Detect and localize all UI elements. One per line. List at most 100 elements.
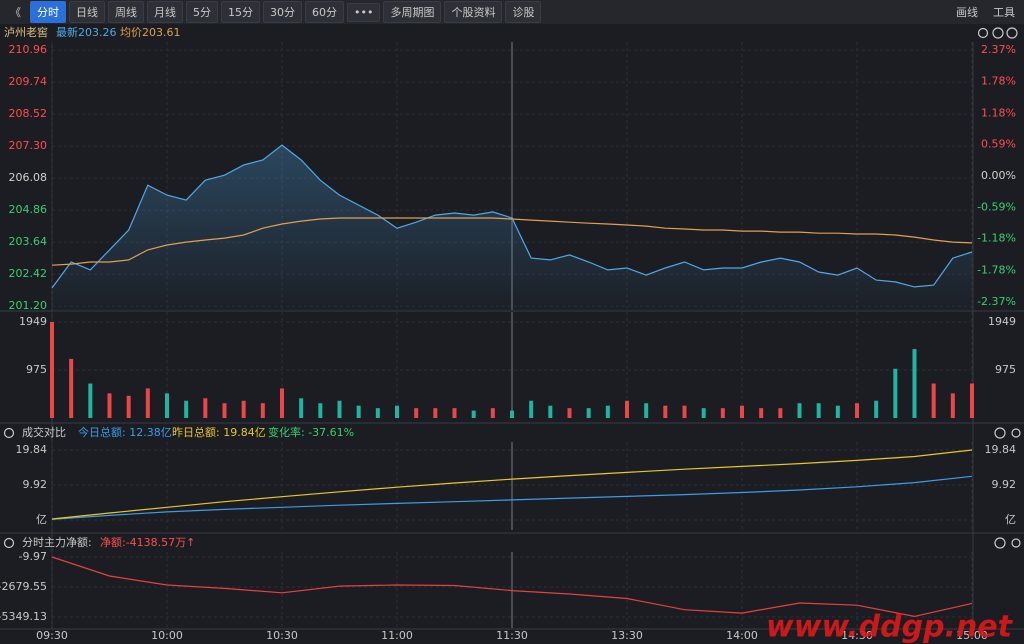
y-tick-label-right: 975	[995, 363, 1016, 376]
y-tick-label: 204.86	[9, 203, 48, 216]
toolbar-tab[interactable]: 30分	[263, 1, 302, 23]
volume-bar	[260, 403, 265, 418]
x-tick-label: 13:30	[611, 629, 643, 642]
toolbar-tab[interactable]: 日线	[69, 1, 105, 23]
panel-annotation: 变化率: -37.61%	[268, 425, 354, 439]
y-tick-label: 206.08	[9, 171, 48, 184]
y-tick-label: 208.52	[9, 107, 48, 120]
volume-bar	[778, 408, 783, 418]
volume-bar	[184, 400, 189, 418]
toolbar-tab[interactable]: 周线	[108, 1, 144, 23]
volume-bar	[356, 405, 361, 418]
volume-bar	[145, 388, 150, 418]
y-tick-label: -9.97	[19, 550, 47, 563]
toolbar-tab[interactable]: •••	[347, 2, 381, 22]
panel-annotation: 今日总额: 12.38亿	[78, 425, 172, 439]
toolbar-tool[interactable]: 工具	[993, 6, 1015, 19]
x-tick-label: 10:00	[151, 629, 183, 642]
price-area	[52, 145, 972, 310]
series-line	[51, 556, 973, 618]
toolbar-tab[interactable]: 分时	[30, 1, 66, 23]
volume-bar	[548, 405, 553, 418]
y2-tick-label: 1.18%	[981, 106, 1016, 119]
volume-bar	[950, 393, 955, 418]
volume-bar	[605, 405, 610, 418]
toolbar-tab[interactable]: 月线	[147, 1, 183, 23]
y2-tick-label: 2.37%	[981, 43, 1016, 56]
panel-title: 成交对比	[22, 425, 66, 439]
volume-bar	[299, 398, 304, 418]
y-tick-label-right: 19.84	[985, 443, 1017, 456]
toolbar-tab[interactable]: 60分	[305, 1, 344, 23]
y-tick-label: 207.30	[9, 139, 48, 152]
toolbar-tool[interactable]: 画线	[956, 6, 978, 19]
watermark: www.ddgp.net	[766, 610, 1014, 644]
series-line	[51, 217, 973, 266]
volume-bar	[586, 408, 591, 418]
y2-tick-label: 0.00%	[981, 169, 1016, 182]
y2-tick-label: -1.78%	[977, 264, 1016, 277]
y-tick-label: 9.92	[23, 478, 48, 491]
toolbar-tab[interactable]: 多周期图	[383, 1, 442, 23]
back-button[interactable]: 《	[10, 6, 21, 19]
volume-bar	[375, 408, 380, 418]
volume-bar	[222, 403, 227, 418]
volume-bar	[165, 393, 169, 418]
y-tick-label: 19.84	[16, 443, 48, 456]
volume-bar	[490, 408, 495, 418]
series-line	[51, 475, 973, 520]
volume-bar	[471, 410, 476, 418]
volume-bar	[663, 405, 668, 418]
volume-bar	[816, 403, 821, 418]
volume-bar	[280, 388, 284, 418]
y2-tick-label: -0.59%	[977, 200, 1016, 213]
volume-bar	[510, 410, 514, 418]
volume-bar	[625, 400, 629, 418]
x-tick-label: 14:00	[726, 629, 758, 642]
volume-bar	[452, 408, 457, 418]
x-tick-label: 09:30	[36, 629, 68, 642]
volume-bar	[107, 393, 112, 418]
x-tick-label: 15:00	[956, 629, 988, 642]
y-tick-label-right: 1949	[988, 315, 1016, 328]
y-tick-label: 203.64	[9, 235, 48, 248]
y2-tick-label: 0.59%	[981, 138, 1016, 151]
volume-bar	[644, 403, 649, 418]
panel-annotation: 昨日总额: 19.84亿	[172, 425, 266, 439]
volume-bar	[529, 400, 534, 418]
volume-bar	[970, 383, 974, 418]
y-tick-label: -5349.13	[0, 610, 47, 623]
series-line	[51, 449, 973, 520]
toolbar-tab[interactable]: 诊股	[505, 1, 542, 23]
volume-bar	[69, 358, 74, 418]
toolbar-tab[interactable]: 15分	[221, 1, 260, 23]
volume-bar	[874, 400, 879, 418]
volume-bar	[567, 408, 572, 418]
volume-bar	[241, 400, 246, 418]
volume-bar	[50, 321, 54, 418]
y-tick-label-right: 9.92	[992, 478, 1017, 491]
y-tick-label: 1949	[19, 315, 47, 328]
x-tick-label: 11:30	[496, 629, 528, 642]
volume-bar	[701, 408, 706, 418]
panel-annotation: 均价203.61	[120, 26, 181, 39]
volume-bar	[203, 398, 208, 418]
volume-bar	[912, 349, 917, 418]
series-line	[51, 144, 973, 289]
volume-bar	[855, 403, 859, 418]
volume-bar	[797, 403, 802, 418]
panel-title: 分时主力净额:	[22, 535, 92, 549]
toolbar-tab[interactable]: 5分	[186, 1, 218, 23]
y-tick-label: 975	[26, 363, 47, 376]
volume-bar	[931, 383, 936, 418]
y2-tick-label: -1.18%	[977, 232, 1016, 245]
y-tick-label: 202.42	[9, 267, 48, 280]
panel-icons[interactable]	[3, 27, 1021, 549]
toolbar-tab[interactable]: 个股资料	[444, 1, 503, 23]
x-tick-label: 14:30	[841, 629, 873, 642]
volume-bar	[682, 405, 687, 418]
x-tick-label: 10:30	[266, 629, 298, 642]
y-tick-label: -2679.55	[0, 580, 47, 593]
volume-bar	[835, 405, 840, 418]
